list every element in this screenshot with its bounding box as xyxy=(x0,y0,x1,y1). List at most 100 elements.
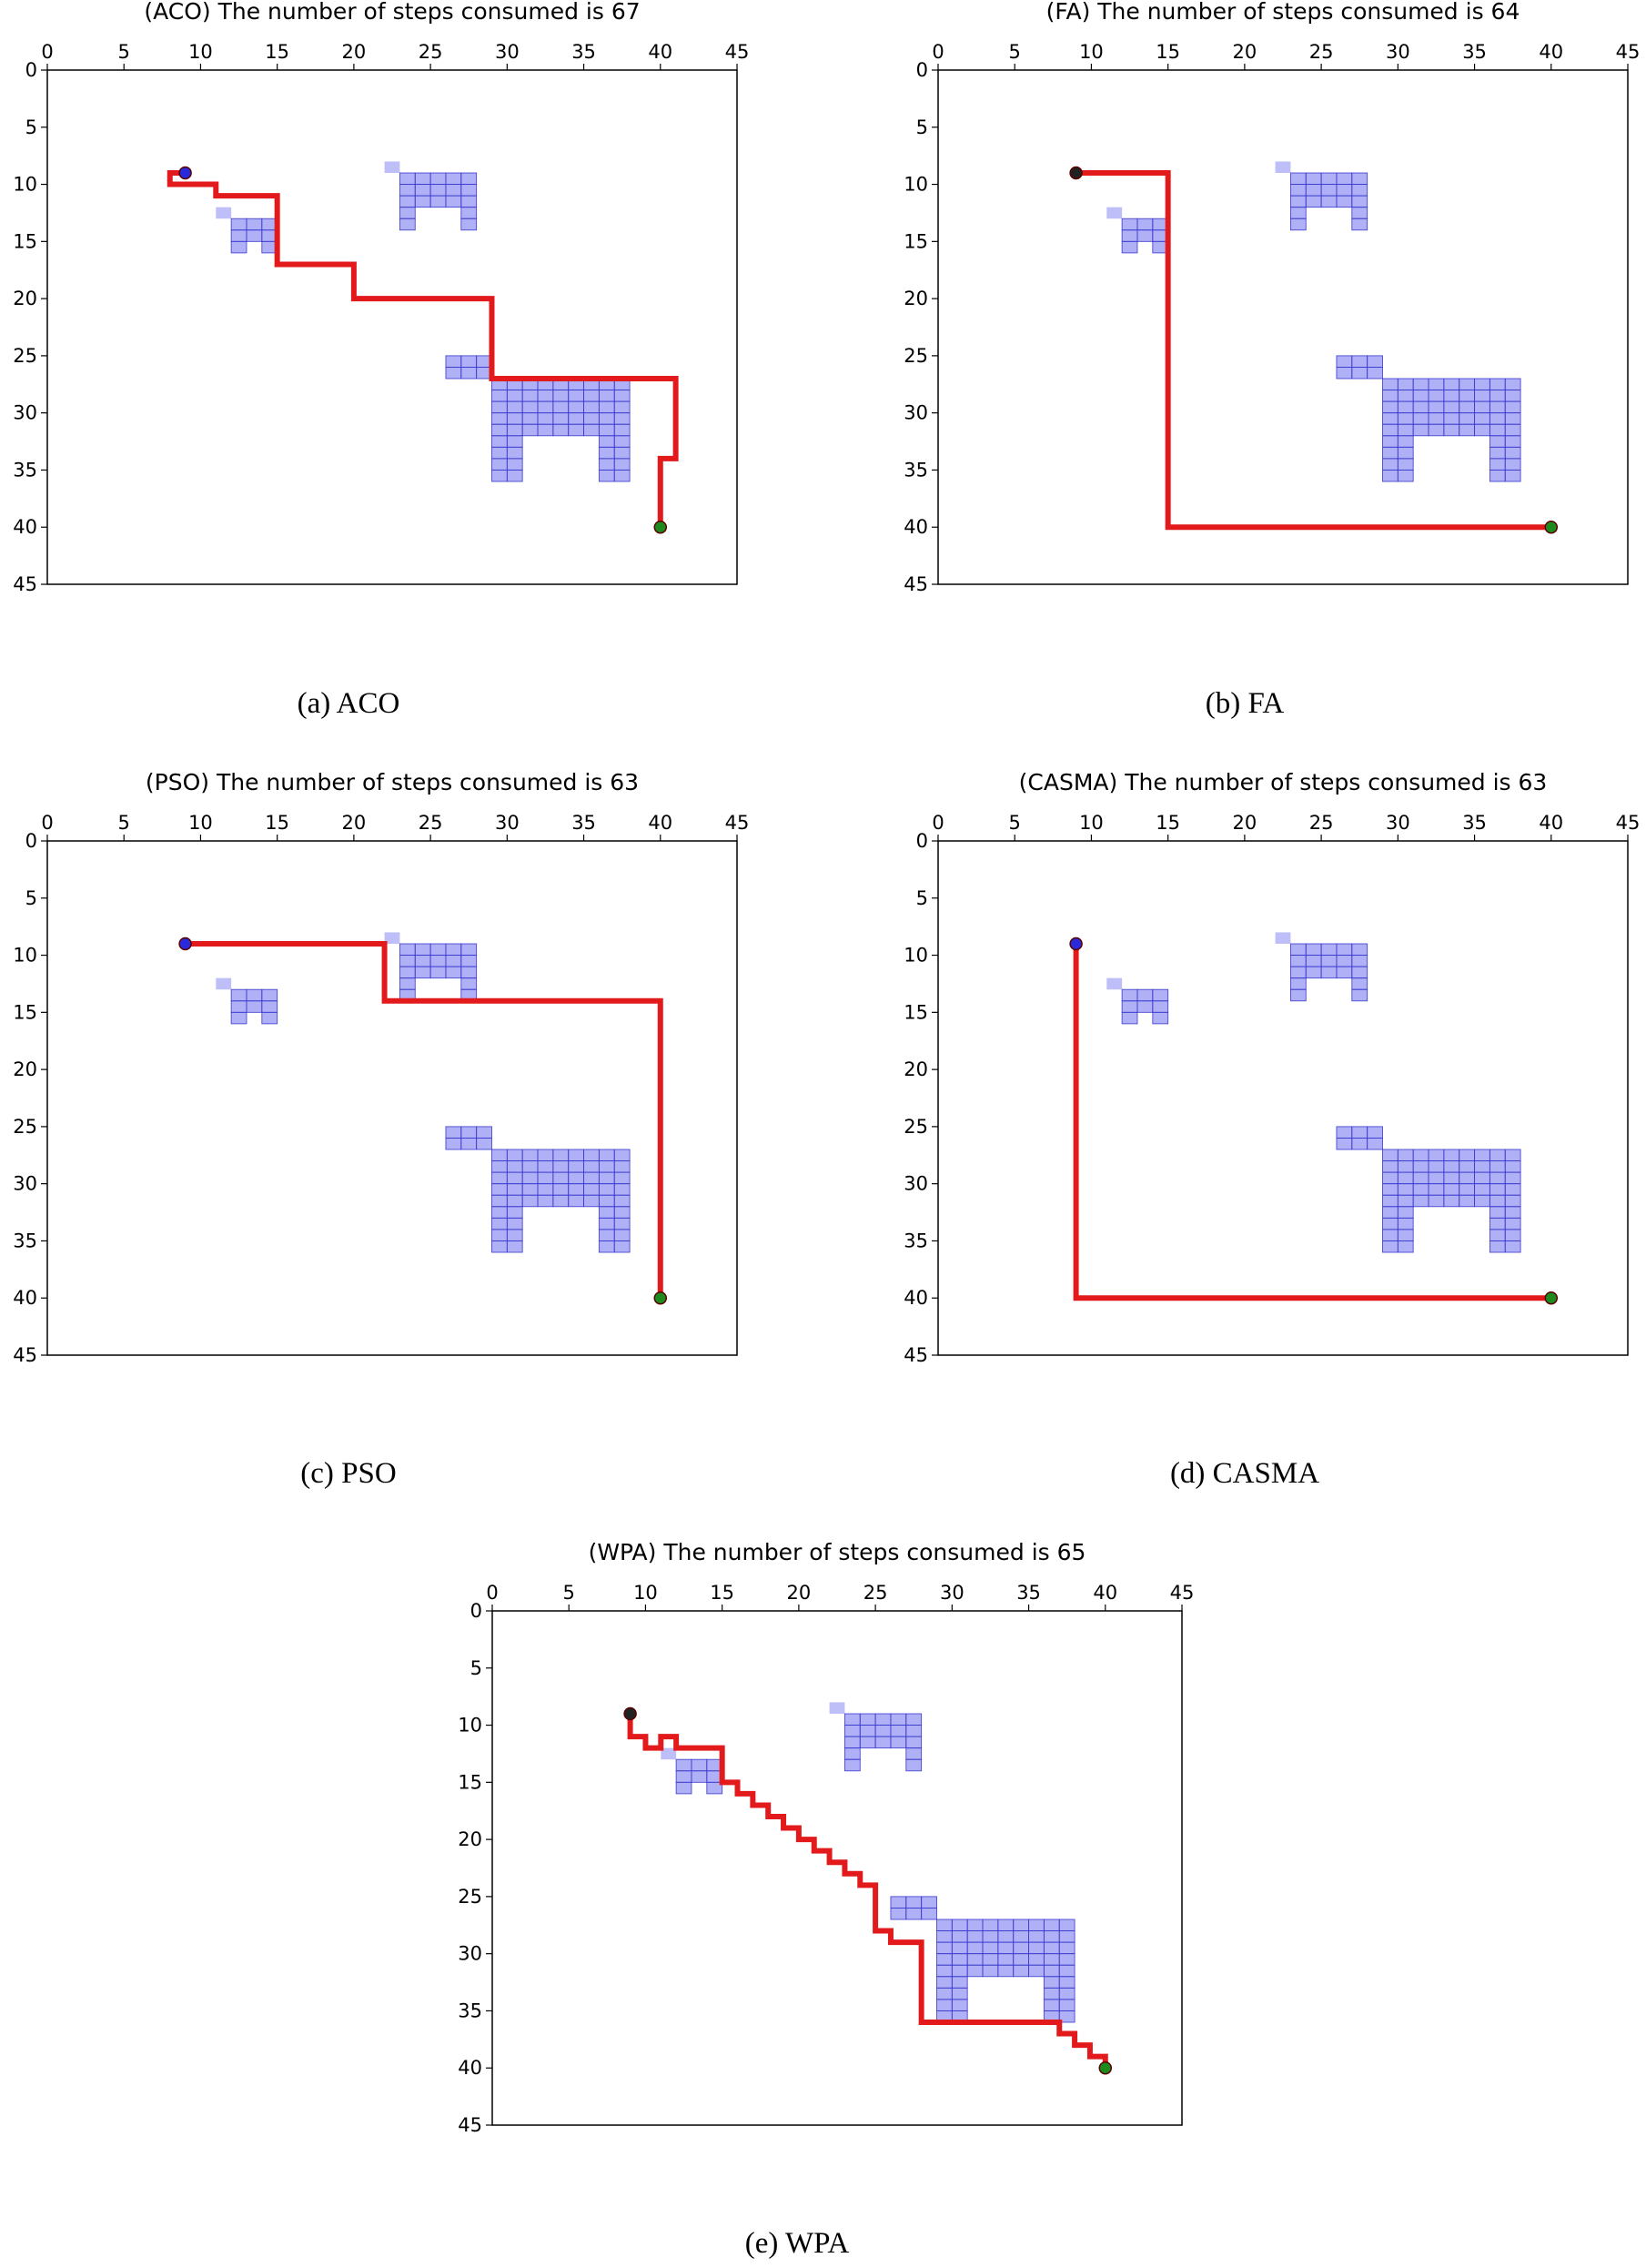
obstacle-cell xyxy=(1382,390,1399,402)
obstacle-cell xyxy=(399,218,416,231)
y-tick-label: 45 xyxy=(13,1344,37,1366)
obstacle-cell xyxy=(997,1919,1015,1932)
y-tick-label: 20 xyxy=(458,1828,482,1850)
obstacle-cell xyxy=(1382,1217,1399,1230)
obstacle-cell xyxy=(230,1000,247,1013)
y-tick-label: 30 xyxy=(904,1173,928,1195)
x-tick-label: 45 xyxy=(725,812,750,834)
obstacle-cell xyxy=(706,1781,723,1795)
obstacle-cell xyxy=(1397,1171,1414,1185)
obstacle-cell xyxy=(613,390,631,402)
obstacle-cell xyxy=(613,1240,631,1253)
obstacle-cell xyxy=(506,1149,523,1162)
chart-title: (WPA) The number of steps consumed is 65 xyxy=(589,1539,1086,1565)
obstacle-cell xyxy=(1382,1149,1399,1162)
plot-area xyxy=(491,1610,1183,2126)
x-tick-label: 20 xyxy=(1233,812,1257,834)
obstacle-cell xyxy=(230,229,247,242)
panel-c: (PSO) The number of steps consumed is 63… xyxy=(13,769,749,1490)
x-tick-label: 35 xyxy=(571,41,596,63)
obstacle-cell xyxy=(521,1171,539,1185)
obstacle-cell xyxy=(1459,390,1476,402)
obstacle-cell xyxy=(1397,458,1414,471)
obstacle-cell xyxy=(1106,977,1123,990)
obstacle-cell xyxy=(1412,423,1429,437)
obstacle-cell xyxy=(1428,1160,1445,1173)
obstacle-cell xyxy=(1474,390,1490,402)
y-tick-label: 5 xyxy=(916,887,928,909)
obstacle-cell xyxy=(1412,390,1429,402)
obstacle-cell xyxy=(1289,207,1307,219)
obstacle-cell xyxy=(613,458,631,471)
obstacle-cell xyxy=(1397,1160,1414,1173)
obstacle-cell xyxy=(1474,412,1490,425)
obstacle-cell xyxy=(1013,1930,1030,1943)
obstacle-cell xyxy=(491,390,508,402)
obstacle-cell xyxy=(997,1941,1015,1955)
obstacle-cell xyxy=(552,1183,570,1196)
obstacle-cell xyxy=(1058,1953,1075,1966)
obstacle-cell xyxy=(1459,1194,1476,1208)
obstacle-cell xyxy=(613,1171,631,1185)
obstacle-cell xyxy=(1397,1206,1414,1219)
obstacle-cell xyxy=(1351,195,1368,208)
obstacle-cell xyxy=(476,1126,492,1139)
obstacle-cell xyxy=(1412,1149,1429,1162)
obstacle-cell xyxy=(1121,988,1138,1002)
obstacle-cell xyxy=(1504,1160,1521,1173)
obstacle-cell xyxy=(1336,172,1353,186)
obstacle-cell xyxy=(1474,1194,1490,1208)
x-tick-label: 30 xyxy=(940,1582,964,1604)
obstacle-cell xyxy=(598,1149,615,1162)
obstacle-cell xyxy=(1058,1987,1075,2000)
obstacle-cell xyxy=(1443,400,1460,414)
y-tick-label: 25 xyxy=(904,345,928,367)
obstacle-cell xyxy=(1305,195,1322,208)
obstacle-cell xyxy=(936,1987,953,2000)
obstacle-cell xyxy=(951,1953,968,1966)
obstacle-cell xyxy=(905,1747,923,1760)
x-tick-label: 25 xyxy=(1309,41,1334,63)
obstacle-cell xyxy=(1382,1171,1399,1185)
obstacle-cell xyxy=(951,1987,968,2000)
obstacle-cell xyxy=(568,390,585,402)
obstacle-cell xyxy=(890,1736,907,1749)
obstacle-cell xyxy=(1504,1240,1521,1253)
x-tick-label: 15 xyxy=(710,1582,734,1604)
goal-marker xyxy=(653,1291,668,1305)
obstacle-cell xyxy=(1382,1229,1399,1241)
obstacle-cell xyxy=(921,1907,937,1920)
obstacle-cell xyxy=(1351,207,1368,219)
obstacle-cell xyxy=(936,1964,953,1978)
obstacle-cell xyxy=(506,1240,523,1253)
obstacle-cell xyxy=(1397,400,1414,414)
obstacle-cell xyxy=(936,1953,953,1966)
obstacle-cell xyxy=(874,1713,892,1726)
obstacle-cell xyxy=(1336,195,1353,208)
obstacle-cell xyxy=(1320,943,1338,957)
obstacle-cell xyxy=(1058,1999,1075,2011)
obstacle-cell xyxy=(966,1964,984,1978)
y-tick-label: 15 xyxy=(13,1001,37,1023)
obstacle-cell xyxy=(476,1137,492,1150)
obstacle-cell xyxy=(568,423,585,437)
obstacle-cell xyxy=(1489,390,1506,402)
x-tick-label: 10 xyxy=(188,41,213,63)
path-line xyxy=(1073,944,1551,1301)
obstacle-cell xyxy=(890,1896,907,1909)
obstacle-cell xyxy=(1443,1160,1460,1173)
chart-title: (FA) The number of steps consumed is 64 xyxy=(1046,0,1520,25)
obstacle-cell xyxy=(890,1725,907,1737)
obstacle-cell xyxy=(1336,366,1353,380)
x-tick-label: 20 xyxy=(342,812,367,834)
obstacles xyxy=(216,932,631,1253)
obstacle-cell xyxy=(246,1000,263,1013)
obstacle-cell xyxy=(1489,1206,1506,1219)
obstacle-cell xyxy=(506,423,523,437)
obstacle-cell xyxy=(1459,1149,1476,1162)
obstacle-cell xyxy=(951,1999,968,2011)
obstacle-cell xyxy=(384,161,400,173)
goal-marker xyxy=(653,520,668,534)
obstacle-cell xyxy=(1397,1229,1414,1241)
obstacle-cell xyxy=(552,1171,570,1185)
